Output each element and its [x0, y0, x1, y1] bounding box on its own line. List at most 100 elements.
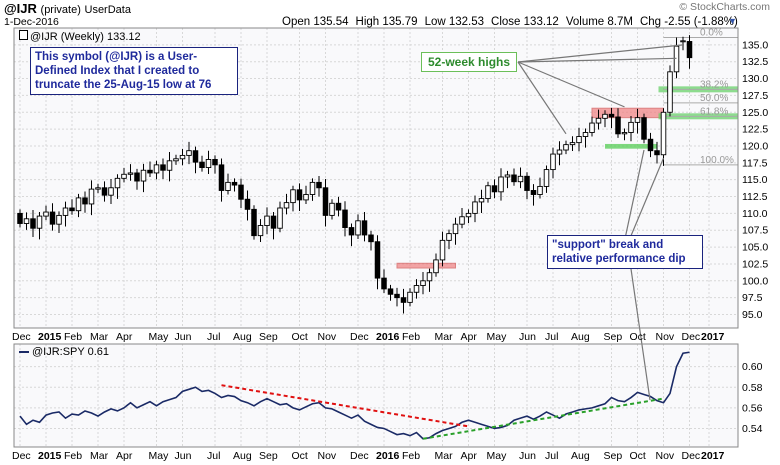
candle [212, 159, 218, 166]
upper-x-tick-label: Aug [233, 331, 252, 343]
upper-panel-frame [13, 27, 739, 329]
lower-y-tick-label: 0.58 [742, 382, 763, 394]
candle [140, 169, 147, 182]
lower-x-tick-label: Jul [207, 450, 220, 462]
upper-y-tick-label: 102.5 [742, 258, 768, 270]
stat-value-high: 135.79 [382, 16, 418, 28]
fib-label: 0.0% [700, 27, 723, 38]
stat-label-volume: Volume [565, 16, 608, 28]
fib-label: 50.0% [700, 93, 728, 104]
candle [56, 214, 62, 225]
candle [381, 277, 387, 290]
candle [75, 197, 82, 212]
candle [88, 188, 95, 205]
candle [160, 164, 166, 171]
candle [511, 174, 517, 183]
upper-x-tick-label: Jul [545, 331, 558, 343]
candle [30, 218, 36, 229]
upper-x-tick-label: Dec [350, 331, 369, 343]
symbol-title: @IJR (private) UserData [4, 1, 131, 16]
candle [550, 153, 556, 171]
upper-y-tick-label: 107.5 [742, 225, 768, 237]
upper-x-tick-label: Feb [64, 331, 82, 343]
lower-x-tick-label: Nov [318, 450, 337, 462]
candle [173, 158, 179, 162]
candle [153, 164, 160, 174]
upper-x-tick-label: Nov [656, 331, 675, 343]
lower-x-tick-label: 2015 [38, 450, 62, 462]
candle [348, 227, 355, 236]
candle [374, 241, 381, 279]
highs-label: 52-week highs [421, 52, 518, 72]
lower-x-tick-label: Jul [545, 450, 558, 462]
upper-x-tick-label: Dec [682, 331, 701, 343]
candle [433, 259, 439, 274]
symbol: @IJR [4, 1, 37, 16]
candle [264, 215, 270, 226]
candle [615, 116, 621, 135]
highs-pointer [517, 61, 625, 108]
upper-x-tick-label: Jul [207, 331, 220, 343]
candle [439, 239, 446, 261]
candle [225, 181, 231, 191]
candle [108, 187, 114, 196]
candle [602, 113, 608, 119]
lower-panel-frame [13, 343, 739, 448]
dropdown-arrow-icon[interactable]: ▼ [728, 16, 737, 26]
lower-x-tick-label: Jun [519, 450, 536, 462]
candle [543, 169, 550, 187]
candle [634, 117, 641, 123]
candle [595, 117, 602, 124]
candle [49, 211, 56, 225]
upper-y-tick-label: 95.0 [742, 309, 763, 321]
candle [290, 189, 296, 204]
candle [218, 164, 225, 191]
lower-x-tick-label: Aug [233, 450, 252, 462]
support-break-note: "support" break and relative performance… [547, 235, 703, 269]
stat-value-close: 133.12 [523, 16, 559, 28]
lower-legend-text: @IJR:SPY 0.61 [32, 346, 109, 358]
candle [498, 176, 504, 193]
candle [368, 234, 374, 243]
stat-value-open: 135.54 [313, 16, 349, 28]
candle [452, 223, 459, 235]
upper-x-tick-label: 2016 [376, 331, 400, 343]
lower-x-tick-label: Feb [402, 450, 420, 462]
ratio-series-line [19, 351, 690, 440]
upper-y-tick-label: 112.5 [742, 191, 768, 203]
candle [556, 149, 563, 155]
candle [257, 225, 264, 237]
price-stats: Open 135.54 High 135.79 Low 132.53 Close 13… [282, 16, 745, 28]
candle [101, 187, 108, 196]
candle [186, 150, 192, 156]
fib-label: 61.8% [700, 106, 728, 117]
upper-x-tick-label: Sep [259, 331, 278, 343]
candle [628, 121, 634, 133]
stat-value-chg: -2.55 (-1.88%) [664, 16, 738, 28]
candle [426, 272, 433, 282]
candle [309, 181, 316, 195]
resistance-zone-2016 [396, 262, 456, 269]
upper-y-tick-label: 122.5 [742, 124, 768, 136]
candle [238, 184, 244, 200]
lower-y-tick-label: 0.60 [742, 361, 763, 373]
candle [673, 45, 680, 73]
highs-pointer [517, 61, 567, 135]
support-pointer [629, 261, 651, 401]
candle [277, 207, 283, 229]
stat-label-low: Low [424, 16, 449, 28]
lower-x-tick-label: May [487, 450, 508, 462]
upper-legend-text: @IJR (Weekly) 133.12 [30, 31, 141, 43]
candle-legend-icon [19, 30, 28, 40]
upper-x-tick-label: Jun [519, 331, 536, 343]
candle [680, 40, 686, 43]
upper-x-tick-label: Mar [435, 331, 454, 343]
lower-y-tick-label: 0.56 [742, 402, 763, 414]
upper-x-tick-label: May [487, 331, 508, 343]
candle [95, 187, 101, 190]
candle [114, 177, 121, 189]
candle [270, 215, 277, 229]
candle [654, 150, 660, 156]
stat-value-low: 132.53 [448, 16, 485, 28]
candle [251, 208, 257, 237]
